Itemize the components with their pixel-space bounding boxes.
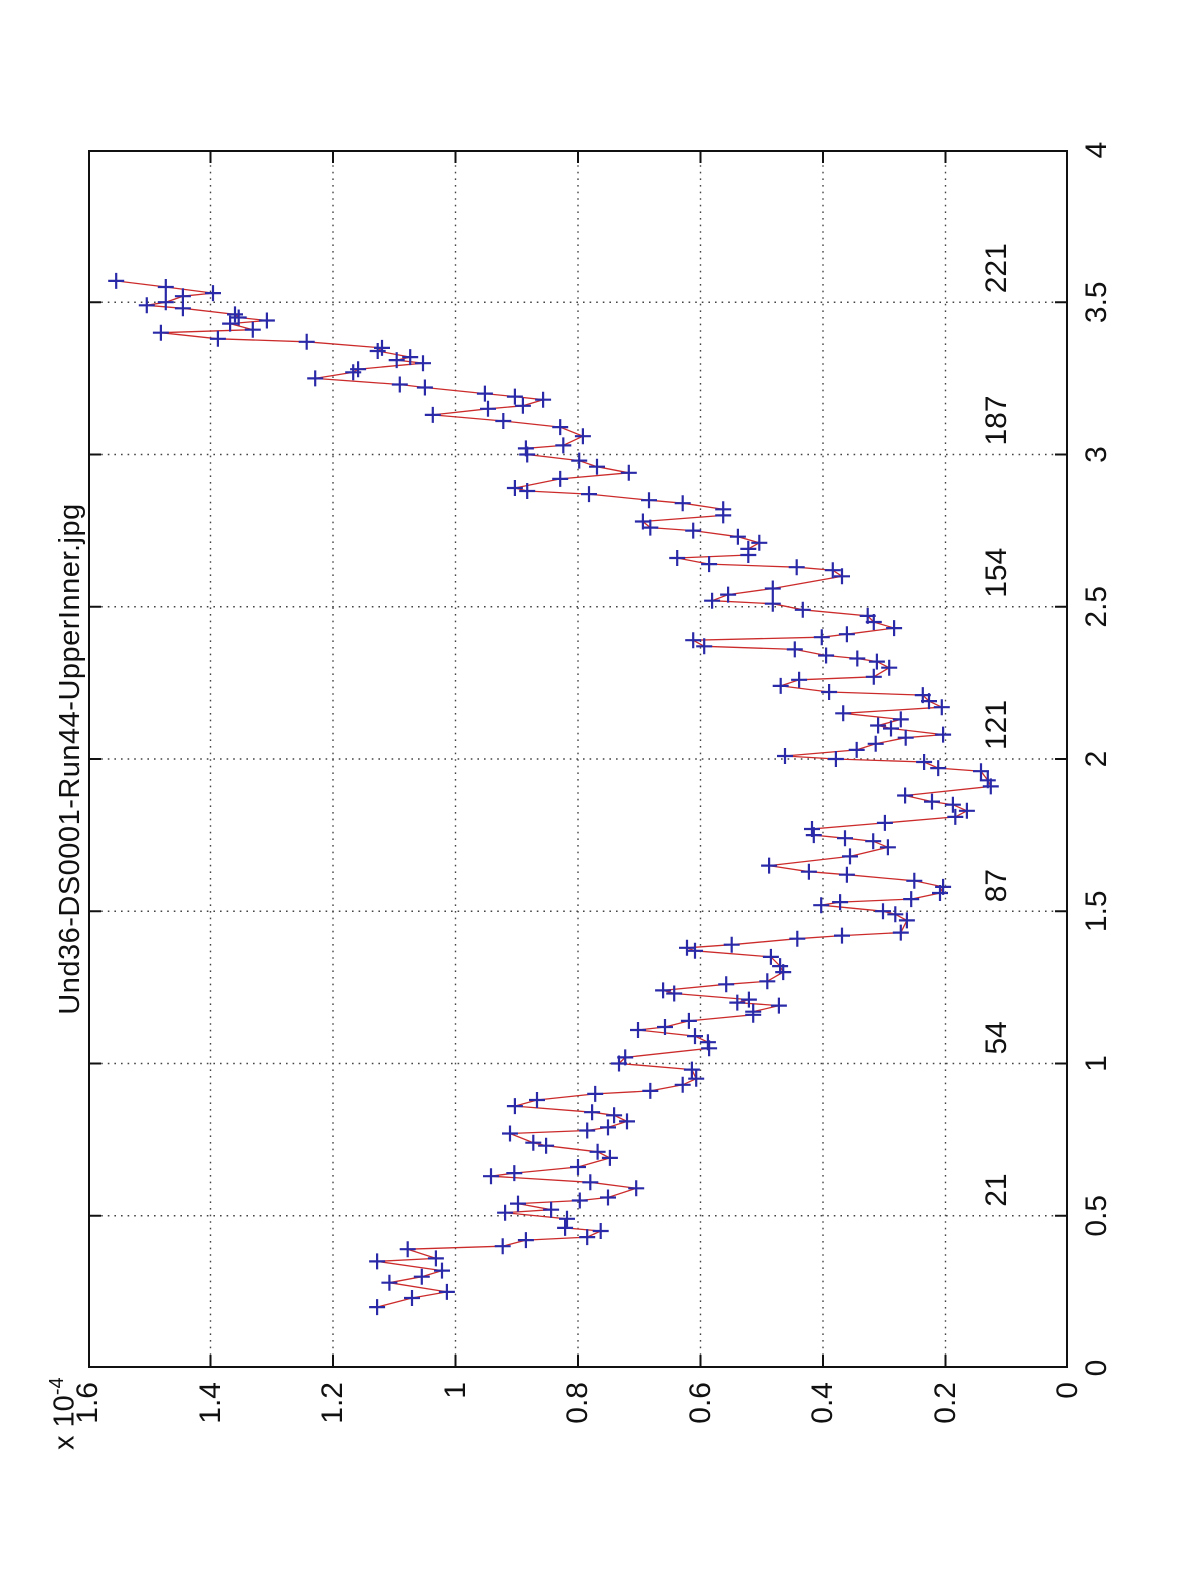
y-tick-label: 1.6 [71, 1382, 104, 1424]
data-series-line [116, 280, 992, 1308]
page-title: Und36-DS0001-Run44-UpperInner.jpg [54, 503, 86, 1015]
x-tick-label: 3 [1080, 446, 1113, 463]
data-series-markers [108, 272, 999, 1316]
x-tick-label: 3.5 [1080, 281, 1113, 324]
inner-index-label: 221 [980, 243, 1013, 294]
chart-plot [88, 150, 1068, 1368]
inner-index-label: 121 [980, 699, 1013, 750]
inner-index-label: 187 [980, 395, 1013, 446]
x-tick-label: 0 [1080, 1359, 1113, 1377]
x-tick-label: 1 [1080, 1055, 1113, 1072]
y-tick-label: 0.8 [561, 1382, 594, 1424]
inner-index-label: 21 [980, 1173, 1013, 1207]
y-tick-label: 0.4 [806, 1382, 839, 1424]
inner-index-label: 154 [980, 547, 1013, 598]
x-tick-label: 4 [1080, 141, 1113, 159]
x-tick-label: 0.5 [1080, 1194, 1113, 1237]
y-tick-label: 0.2 [928, 1382, 962, 1424]
y-tick-label: 1.4 [193, 1382, 227, 1424]
y-tick-label: 1 [438, 1382, 472, 1399]
y-tick-label: 0 [1051, 1382, 1084, 1399]
plot-area [88, 150, 1068, 1368]
inner-index-label: 87 [980, 868, 1013, 903]
x-tick-label: 1.5 [1080, 890, 1113, 933]
x-tick-label: 2.5 [1080, 585, 1113, 628]
plot-border [88, 150, 1068, 1368]
y-tick-label: 1.2 [316, 1382, 349, 1424]
inner-index-label: 54 [980, 1021, 1013, 1055]
y-tick-label: 0.6 [683, 1382, 717, 1424]
x-tick-label: 2 [1080, 750, 1113, 768]
